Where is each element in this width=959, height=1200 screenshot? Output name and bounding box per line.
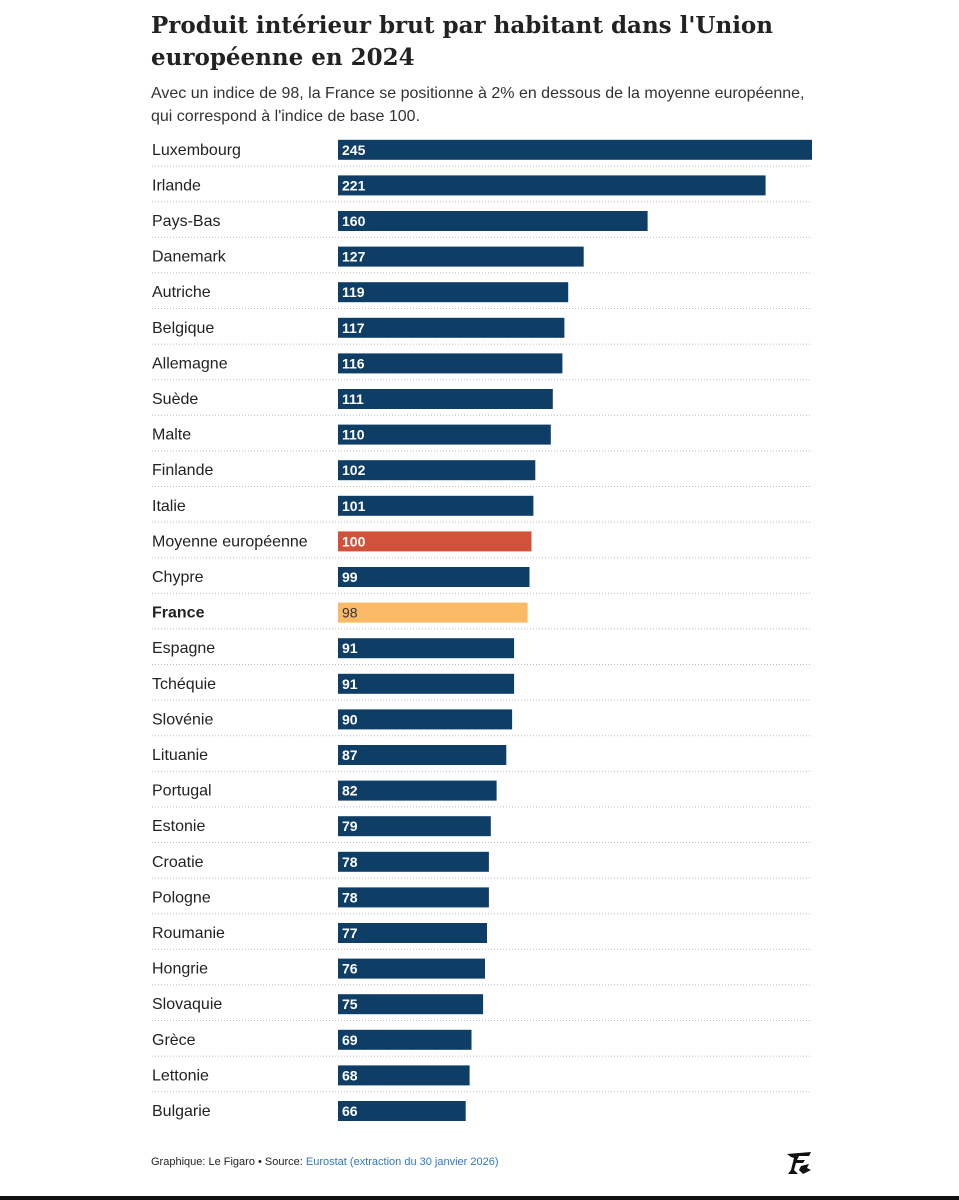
category-label-luxembourg: Luxembourg: [152, 142, 241, 159]
value-label-slovaquie: 75: [342, 996, 358, 1012]
chart-footer: Graphique: Le Figaro • Source: Eurostat …: [151, 1156, 499, 1168]
category-label-danemark: Danemark: [152, 249, 227, 266]
bar-bulgarie: [338, 1101, 466, 1121]
page-subtitle: Avec un indice de 98, la France se posit…: [151, 85, 805, 125]
category-label-grece: Grèce: [152, 1032, 196, 1049]
value-label-pays-bas: 160: [342, 213, 366, 229]
bar-croatie: [338, 851, 489, 872]
value-label-irlande: 221: [342, 177, 366, 193]
bar-chypre: [338, 567, 530, 587]
bar-espagne: [338, 638, 515, 659]
bar-pays-bas: [338, 211, 648, 231]
value-label-danemark: 127: [342, 249, 366, 265]
bar-lettonie: [338, 1065, 470, 1086]
bar-lituanie: [338, 745, 507, 765]
category-label-irlande: Irlande: [152, 177, 201, 194]
value-label-espagne: 91: [342, 640, 358, 656]
bar-irlande: [338, 175, 766, 196]
category-label-finlande: Finlande: [152, 462, 213, 479]
le-figaro-logo-icon: [787, 1152, 811, 1174]
value-label-pologne: 78: [342, 889, 358, 905]
value-label-france: 98: [342, 605, 358, 621]
category-label-espagne: Espagne: [152, 640, 215, 657]
value-label-autriche: 119: [342, 284, 365, 300]
category-label-slovaquie: Slovaquie: [152, 996, 222, 1013]
bar-suede: [338, 389, 553, 409]
value-label-luxembourg: 245: [342, 142, 366, 158]
value-label-allemagne: 116: [342, 355, 365, 371]
value-label-roumanie: 77: [342, 925, 358, 941]
bar-grece: [338, 1029, 472, 1050]
category-label-roumanie: Roumanie: [152, 925, 225, 942]
bar-slovaquie: [338, 994, 484, 1015]
bottom-rule: [0, 1196, 959, 1200]
category-label-france: France: [152, 605, 205, 622]
bar-italie: [338, 495, 534, 516]
category-label-portugal: Portugal: [152, 783, 212, 800]
category-label-allemagne: Allemagne: [152, 355, 228, 372]
value-label-finlande: 102: [342, 462, 366, 478]
value-label-moyenne-europeenne: 100: [342, 533, 366, 549]
value-label-chypre: 99: [342, 569, 358, 585]
category-label-chypre: Chypre: [152, 569, 204, 586]
category-label-pologne: Pologne: [152, 889, 211, 906]
bar-danemark: [338, 246, 584, 267]
page-title: Produit intérieur brut par habitant dans…: [151, 12, 773, 71]
value-label-slovenie: 90: [342, 711, 358, 727]
bar-hongrie: [338, 958, 485, 979]
bar-pologne: [338, 887, 489, 908]
bar-autriche: [338, 282, 569, 303]
value-label-hongrie: 76: [342, 961, 358, 977]
category-label-autriche: Autriche: [152, 284, 211, 301]
bar-roumanie: [338, 923, 487, 943]
category-label-estonie: Estonie: [152, 818, 205, 835]
value-label-belgique: 117: [342, 320, 365, 336]
category-label-slovenie: Slovénie: [152, 711, 213, 728]
bar-belgique: [338, 317, 565, 338]
category-label-bulgarie: Bulgarie: [152, 1103, 211, 1120]
value-label-portugal: 82: [342, 783, 358, 799]
category-label-malte: Malte: [152, 427, 191, 444]
bar-portugal: [338, 780, 497, 801]
bar-luxembourg: [338, 139, 812, 160]
value-label-lituanie: 87: [342, 747, 358, 763]
value-label-bulgarie: 66: [342, 1103, 358, 1119]
footer-credit: Graphique: Le Figaro • Source:: [151, 1156, 306, 1168]
category-label-hongrie: Hongrie: [152, 961, 208, 978]
bar-finlande: [338, 460, 536, 481]
value-label-lettonie: 68: [342, 1067, 358, 1083]
bar-chart: Luxembourg 245 Irlande 221 Pays-Bas 160 Danema…: [152, 139, 812, 1121]
category-label-lettonie: Lettonie: [152, 1067, 209, 1084]
category-label-croatie: Croatie: [152, 854, 204, 871]
value-label-suede: 111: [342, 391, 364, 407]
category-label-belgique: Belgique: [152, 320, 214, 337]
category-label-italie: Italie: [152, 498, 186, 515]
category-label-pays-bas: Pays-Bas: [152, 213, 220, 230]
value-label-malte: 110: [342, 427, 365, 443]
category-label-tchequie: Tchéquie: [152, 676, 216, 693]
category-label-lituanie: Lituanie: [152, 747, 208, 764]
bar-tchequie: [338, 673, 515, 694]
bar-moyenne-europeenne: [338, 531, 532, 552]
value-label-estonie: 79: [342, 818, 358, 834]
value-label-croatie: 78: [342, 854, 358, 870]
source-link[interactable]: Eurostat (extraction du 30 janvier 2026): [305, 1156, 499, 1168]
bar-malte: [338, 424, 551, 445]
value-label-italie: 101: [342, 498, 366, 514]
value-label-tchequie: 91: [342, 676, 358, 692]
bar-france: [338, 602, 528, 623]
category-label-moyenne-europeenne: Moyenne européenne: [152, 533, 308, 550]
bar-allemagne: [338, 353, 563, 374]
value-label-grece: 69: [342, 1032, 358, 1048]
category-label-suede: Suède: [152, 391, 198, 408]
bar-slovenie: [338, 709, 513, 730]
bar-estonie: [338, 816, 491, 837]
